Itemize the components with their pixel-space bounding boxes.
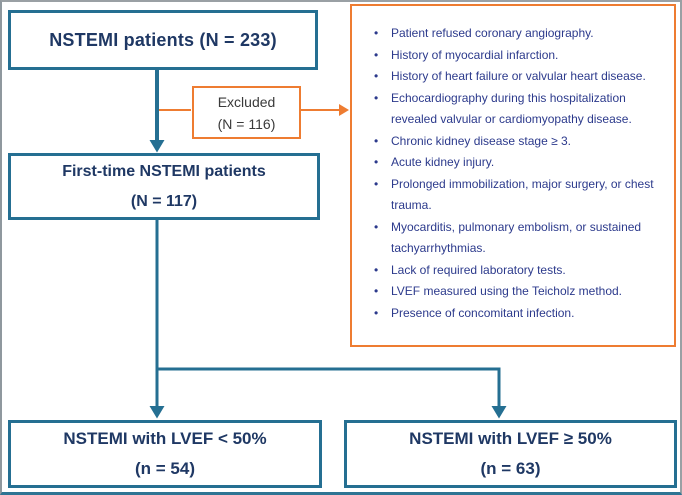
box-excluded: Excluded (N = 116) — [192, 86, 301, 139]
lvef-below-50-label: NSTEMI with LVEF < 50% — [63, 429, 267, 448]
box-lvef-above-50: NSTEMI with LVEF ≥ 50% (n = 63) — [344, 420, 677, 488]
exclusion-criterion-item: History of heart failure or valvular hea… — [369, 66, 668, 88]
first-time-count: (N = 117) — [130, 192, 198, 210]
exclusion-criterion-item: Acute kidney injury. — [369, 152, 668, 174]
arrow-down-to-firsttime-icon — [149, 140, 165, 153]
box-nstemi-total: NSTEMI patients (N = 233) — [8, 10, 318, 70]
excluded-count: (N = 116) — [217, 115, 276, 132]
exclusion-criteria-panel: Patient refused coronary angiography.His… — [350, 4, 676, 347]
arrow-right-icon — [339, 104, 349, 116]
arrow-down-to-lvef-low-icon — [149, 406, 165, 419]
exclusion-criterion-item: Chronic kidney disease stage ≥ 3. — [369, 131, 668, 153]
exclusion-criterion-item: LVEF measured using the Teicholz method. — [369, 281, 668, 303]
arrow-down-to-lvef-high-icon — [491, 406, 507, 419]
lvef-above-50-count: (n = 63) — [480, 459, 541, 478]
lvef-above-50-label: NSTEMI with LVEF ≥ 50% — [409, 429, 612, 448]
excluded-label: Excluded — [217, 93, 276, 110]
exclusion-criterion-item: Patient refused coronary angiography. — [369, 23, 668, 45]
exclusion-criterion-item: History of myocardial infarction. — [369, 45, 668, 67]
exclusion-criterion-item: Myocarditis, pulmonary embolism, or sust… — [369, 217, 668, 260]
exclusion-criteria-list: Patient refused coronary angiography.His… — [352, 6, 674, 324]
first-time-label: First-time NSTEMI patients — [62, 162, 266, 180]
lvef-below-50-count: (n = 54) — [135, 459, 195, 478]
exclusion-criterion-item: Lack of required laboratory tests. — [369, 260, 668, 282]
exclusion-criterion-item: Echocardiography during this hospitaliza… — [369, 88, 668, 131]
exclusion-criterion-item: Prolonged immobilization, major surgery,… — [369, 174, 668, 217]
box-lvef-below-50: NSTEMI with LVEF < 50% (n = 54) — [8, 420, 322, 488]
nstemi-total-label: NSTEMI patients (N = 233) — [49, 29, 277, 50]
box-first-time-nstemi: First-time NSTEMI patients (N = 117) — [8, 153, 320, 220]
exclusion-criterion-item: Presence of concomitant infection. — [369, 303, 668, 325]
